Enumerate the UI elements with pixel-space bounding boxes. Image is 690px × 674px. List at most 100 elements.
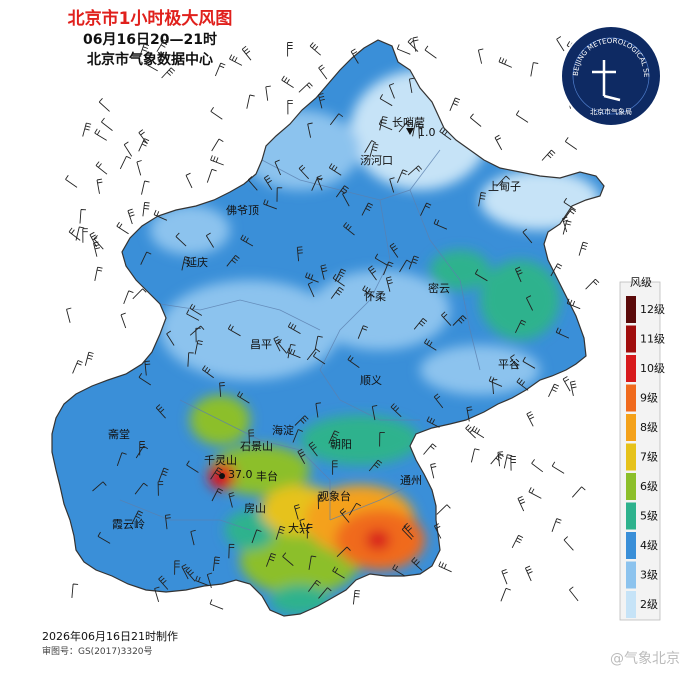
logo-cn-text: 北京市气象局 — [590, 107, 632, 116]
wind-barb-icon — [308, 579, 321, 592]
station-markers — [219, 128, 414, 479]
wind-barb-icon — [378, 119, 393, 131]
wind-barb-icon — [296, 246, 303, 262]
wind-barb-icon — [134, 482, 148, 495]
wind-barb-icon — [68, 227, 81, 241]
wind-barb-icon — [379, 432, 385, 447]
place-guanxiangtai: 观象台 — [318, 489, 351, 503]
legend-label: 10级 — [640, 362, 665, 375]
wind-barb-icon — [116, 221, 129, 235]
wind-barb-icon — [388, 83, 395, 99]
wind-barb-icon — [514, 266, 523, 283]
wind-barb-icon — [389, 242, 399, 258]
wind-barb-icon — [501, 568, 508, 585]
wind-barb-icon — [311, 177, 323, 191]
wind-barb-icon — [474, 269, 488, 282]
place-pinggu: 平谷 — [498, 358, 520, 371]
wind-barb-icon — [282, 552, 294, 566]
wind-barb-icon — [248, 429, 255, 445]
wind-barb-icon — [82, 122, 92, 137]
wind-barb-icon — [465, 424, 476, 439]
wind-barb-icon — [369, 143, 379, 158]
title-block: 北京市1小时极大风图 06月16日20—21时 北京市气象数据中心 — [40, 8, 260, 70]
wind-barb-icon — [307, 122, 313, 138]
wind-barb-icon — [530, 62, 539, 77]
wind-barb-icon — [361, 202, 374, 216]
wind-barb-icon — [396, 169, 408, 183]
wind-barb-icon — [318, 93, 325, 109]
wind-barb-icon — [466, 406, 473, 422]
wind-barb-icon — [563, 208, 577, 221]
wind-barb-icon — [571, 486, 586, 498]
wind-barb-icon — [556, 36, 565, 52]
wind-barb-icon — [371, 404, 378, 421]
wind-barb-icon — [578, 241, 588, 256]
wind-barb-icon — [526, 411, 535, 427]
wind-barb-icon — [84, 351, 94, 366]
wind-barb-icon — [138, 372, 152, 386]
wind-barb-icon — [562, 376, 571, 392]
wind-barb-icon — [496, 175, 511, 187]
place-chaoyang: 朝阳 — [330, 438, 352, 451]
wind-barb-icon — [277, 339, 288, 354]
wind-barb-icon — [399, 259, 412, 273]
place-fuoye: 佛爷顶 — [226, 203, 259, 217]
wind-barb-icon — [318, 587, 332, 599]
wind-barb-icon — [123, 290, 134, 305]
wind-barb-icon — [132, 288, 147, 300]
place-labels: 长哨营 1.0 汤河口 上甸子 佛爷顶 延庆 怀柔 密云 昌平 平谷 顺义 斋堂… — [108, 115, 521, 535]
wind-barb-icon — [514, 319, 527, 333]
wind-barb-icon — [210, 155, 224, 166]
legend-swatch — [626, 473, 636, 500]
wind-barb-icon — [522, 228, 533, 244]
wind-barb-icon — [392, 564, 405, 577]
wind-barb-icon — [426, 416, 440, 428]
wind-barb-icon — [140, 251, 152, 265]
wind-barb-icon — [317, 494, 324, 510]
legend-swatch — [626, 532, 636, 559]
wind-barb-icon — [412, 122, 421, 137]
wind-barb-icon — [352, 589, 361, 605]
wind-barb-icon — [65, 175, 78, 188]
wind-barb-icon — [131, 510, 144, 524]
wind-barb-icon — [336, 546, 351, 558]
wind-barb-icon — [315, 402, 321, 418]
wind-barb-icon — [471, 425, 485, 439]
wind-barb-icon — [93, 235, 104, 250]
wind-barb-icon — [294, 415, 309, 426]
wind-barb-icon — [423, 443, 437, 455]
wind-barb-icon — [186, 309, 200, 321]
wind-barb-icon — [407, 165, 423, 176]
wind-barbs — [65, 36, 600, 610]
wind-barb-icon — [390, 403, 402, 418]
wind-barb-icon — [273, 336, 282, 352]
wind-barb-icon — [329, 113, 344, 126]
wind-barb-icon — [555, 327, 570, 339]
wind-barb-icon — [411, 556, 423, 571]
place-miyun: 密云 — [428, 281, 450, 295]
map-org: 北京市气象数据中心 — [87, 52, 213, 68]
wind-barb-icon — [379, 116, 388, 131]
place-xiayunling: 霞云岭 — [112, 517, 145, 531]
wind-barb-icon — [478, 192, 486, 207]
wind-barb-icon — [154, 586, 160, 603]
wind-barb-icon — [412, 36, 419, 52]
wind-barb-icon — [433, 393, 444, 409]
wind-barb-icon — [313, 351, 326, 365]
legend-swatch — [626, 384, 636, 412]
max-value-label: 37.0 — [228, 468, 253, 481]
wind-barb-icon — [93, 241, 101, 257]
legend-label: 2级 — [640, 598, 658, 611]
wind-barb-icon — [433, 218, 448, 230]
wind-barb-icon — [334, 268, 346, 282]
wind-barb-icon — [141, 180, 150, 195]
wind-barb-icon — [287, 343, 296, 359]
wind-barb-icon — [206, 168, 217, 183]
wind-barb-icon — [119, 155, 132, 170]
legend-swatch — [626, 443, 636, 471]
wind-barb-icon — [246, 94, 255, 109]
wind-barb-icon — [522, 356, 536, 369]
wind-barb-icon — [263, 199, 277, 210]
legend-swatch — [626, 502, 636, 530]
